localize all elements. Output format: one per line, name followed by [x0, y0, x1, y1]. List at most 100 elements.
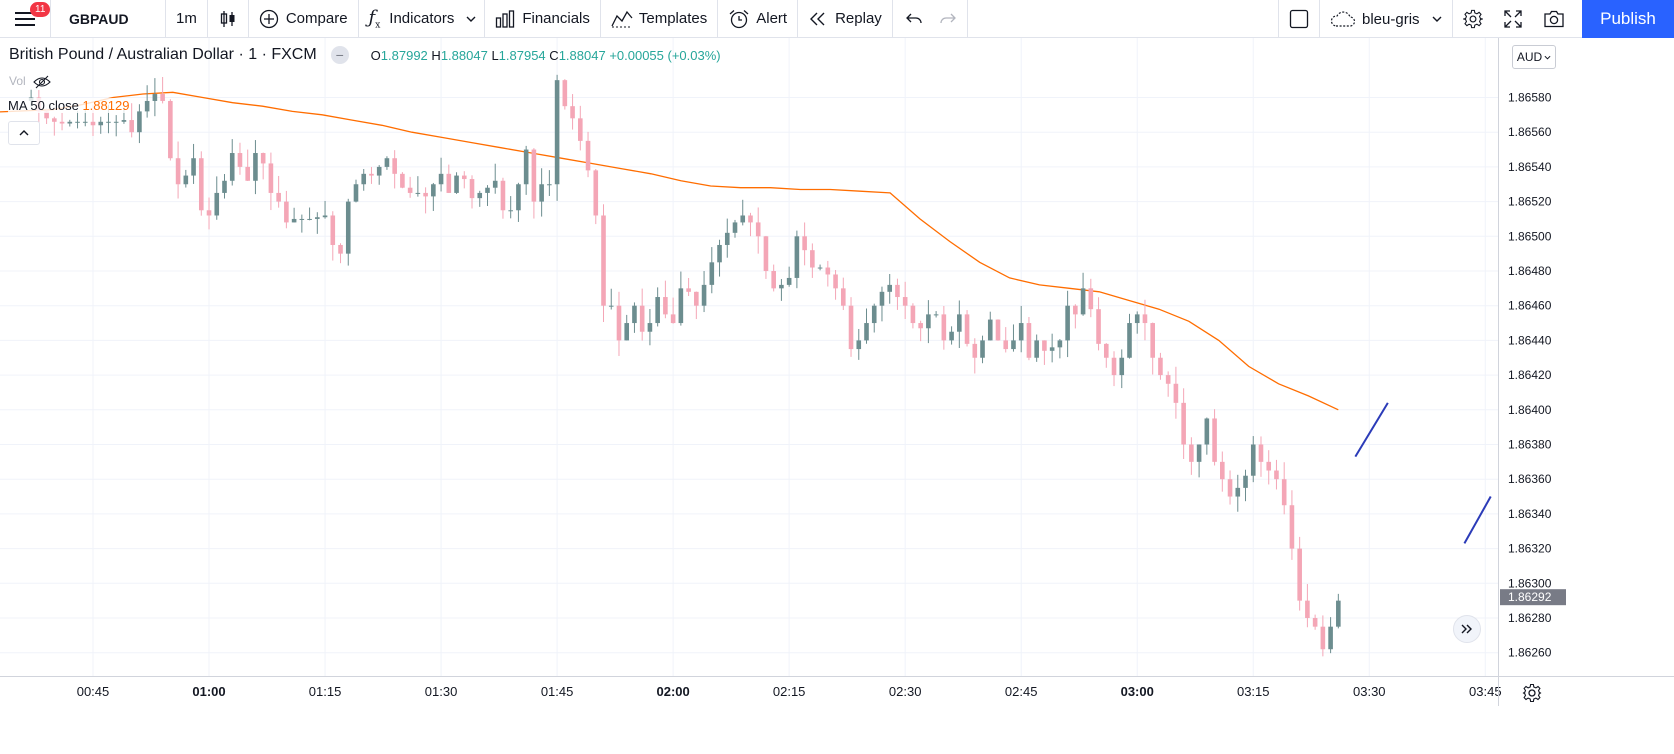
- trendline-drawings[interactable]: [1354, 402, 1492, 544]
- candle-down: [670, 314, 676, 324]
- candle-up: [547, 184, 552, 186]
- candle-down: [129, 120, 134, 133]
- candle-up: [353, 184, 359, 202]
- templates-button[interactable]: Templates: [601, 0, 717, 38]
- collapse-legend-button[interactable]: [8, 121, 40, 145]
- price-chart[interactable]: 1.86580 1.86560 1.86540 1.86520 1.86500 1.864…: [0, 38, 1674, 754]
- candle-down: [1165, 375, 1171, 384]
- trend-line[interactable]: [1354, 402, 1389, 458]
- alert-label: Alert: [756, 10, 788, 27]
- candle-down: [1158, 357, 1163, 376]
- candle-up: [1204, 418, 1210, 445]
- candle-down: [663, 297, 668, 315]
- candle-up: [624, 323, 630, 341]
- y-axis-tick-label: 1.86420: [1508, 368, 1552, 382]
- ma-label: MA 50 close: [8, 98, 79, 113]
- trend-line[interactable]: [1463, 496, 1492, 544]
- y-axis-tick-label: 1.86460: [1508, 299, 1552, 313]
- replay-button[interactable]: Replay: [798, 0, 892, 38]
- candle-down: [160, 94, 165, 101]
- last-price-badge: [1500, 589, 1566, 606]
- candle-down: [1026, 323, 1032, 358]
- layout-select-button[interactable]: [1279, 0, 1319, 38]
- candle-down: [1312, 618, 1318, 627]
- snapshot-button[interactable]: [1533, 0, 1575, 38]
- minus-circle-icon[interactable]: −: [330, 46, 349, 64]
- notification-badge: 11: [30, 1, 51, 17]
- candle-up: [554, 80, 560, 185]
- candle-up: [144, 100, 150, 112]
- candle-down: [1266, 461, 1272, 471]
- undo-button[interactable]: [893, 0, 931, 38]
- redo-button[interactable]: [931, 0, 967, 38]
- candle-up: [1034, 340, 1039, 358]
- chart-type-button[interactable]: [208, 0, 248, 38]
- indicators-button[interactable]: ƒx Indicators: [359, 0, 459, 38]
- compare-label: Compare: [285, 10, 348, 27]
- x-axis-tick-label: 02:00: [657, 684, 690, 699]
- indicators-dropdown-button[interactable]: [458, 0, 484, 38]
- settings-button[interactable]: [1453, 0, 1493, 38]
- candle-up: [1336, 600, 1341, 627]
- candle-up: [361, 173, 367, 185]
- volume-label: Vol: [9, 74, 26, 88]
- ma-value: 1.88129: [82, 98, 130, 113]
- candle-up: [779, 284, 784, 289]
- candle-down: [1173, 383, 1179, 403]
- publish-button[interactable]: Publish: [1582, 0, 1674, 38]
- candle-down: [771, 271, 776, 289]
- gear-icon: [1522, 683, 1542, 703]
- candle-up: [376, 166, 382, 176]
- layout-name-button[interactable]: bleu-gris: [1320, 0, 1452, 38]
- y-axis-tick-label: 1.86300: [1508, 576, 1552, 590]
- compare-button[interactable]: Compare: [249, 0, 358, 38]
- interval-button[interactable]: 1m: [176, 10, 197, 27]
- financials-label: Financials: [522, 10, 590, 27]
- fullscreen-icon: [1503, 10, 1522, 28]
- candle-up: [701, 284, 707, 306]
- eye-crossed-icon[interactable]: [33, 75, 51, 89]
- candle-down: [833, 274, 838, 289]
- x-axis-tick-label: 01:30: [425, 684, 458, 699]
- candle-down: [446, 173, 452, 193]
- alert-button[interactable]: Alert: [718, 0, 797, 38]
- candle-down: [694, 291, 699, 306]
- candle-down: [400, 173, 405, 188]
- candle-up: [315, 217, 320, 219]
- candle-up: [1196, 444, 1202, 462]
- candle-down: [848, 305, 854, 350]
- candle-up: [516, 184, 521, 211]
- main-menu-button[interactable]: 11: [0, 0, 51, 38]
- toolbar-divider: [599, 0, 601, 38]
- financials-button[interactable]: Financials: [485, 0, 600, 38]
- y-axis-tick-label: 1.86580: [1508, 91, 1552, 105]
- candle-up: [384, 158, 390, 167]
- candle-down: [276, 192, 281, 202]
- candles-layer: [28, 74, 1341, 657]
- plus-circle-icon: [259, 9, 278, 28]
- bar-chart-icon: [496, 9, 515, 28]
- candle-down: [369, 173, 374, 176]
- y-axis-tick-label: 1.86480: [1508, 264, 1552, 278]
- candles-icon: [220, 10, 235, 27]
- candle-up: [987, 319, 993, 341]
- toolbar-divider: [797, 0, 799, 38]
- y-axis-tick-label: 1.86400: [1508, 403, 1552, 417]
- y-axis-tick-label: 1.86520: [1508, 195, 1552, 209]
- candle-up: [438, 173, 444, 185]
- candle-up: [1119, 357, 1125, 376]
- top-toolbar: 11 GBPAUD 1m Compare ƒx Indicators Finan…: [0, 0, 1674, 38]
- candle-down: [392, 158, 397, 174]
- candle-down: [902, 297, 908, 306]
- candle-down: [964, 314, 970, 344]
- candle-down: [1281, 479, 1287, 506]
- toolbar-divider: [165, 0, 166, 38]
- symbol-search-button[interactable]: GBPAUD: [69, 10, 129, 27]
- toolbar-divider: [1319, 0, 1320, 38]
- scale-settings-button[interactable]: [1522, 683, 1542, 703]
- y-axis-tick-label: 1.86500: [1508, 229, 1552, 243]
- scroll-to-realtime-button[interactable]: [1453, 615, 1481, 643]
- candle-down: [755, 222, 761, 237]
- currency-button[interactable]: AUD: [1512, 45, 1556, 69]
- fullscreen-button[interactable]: [1493, 0, 1533, 38]
